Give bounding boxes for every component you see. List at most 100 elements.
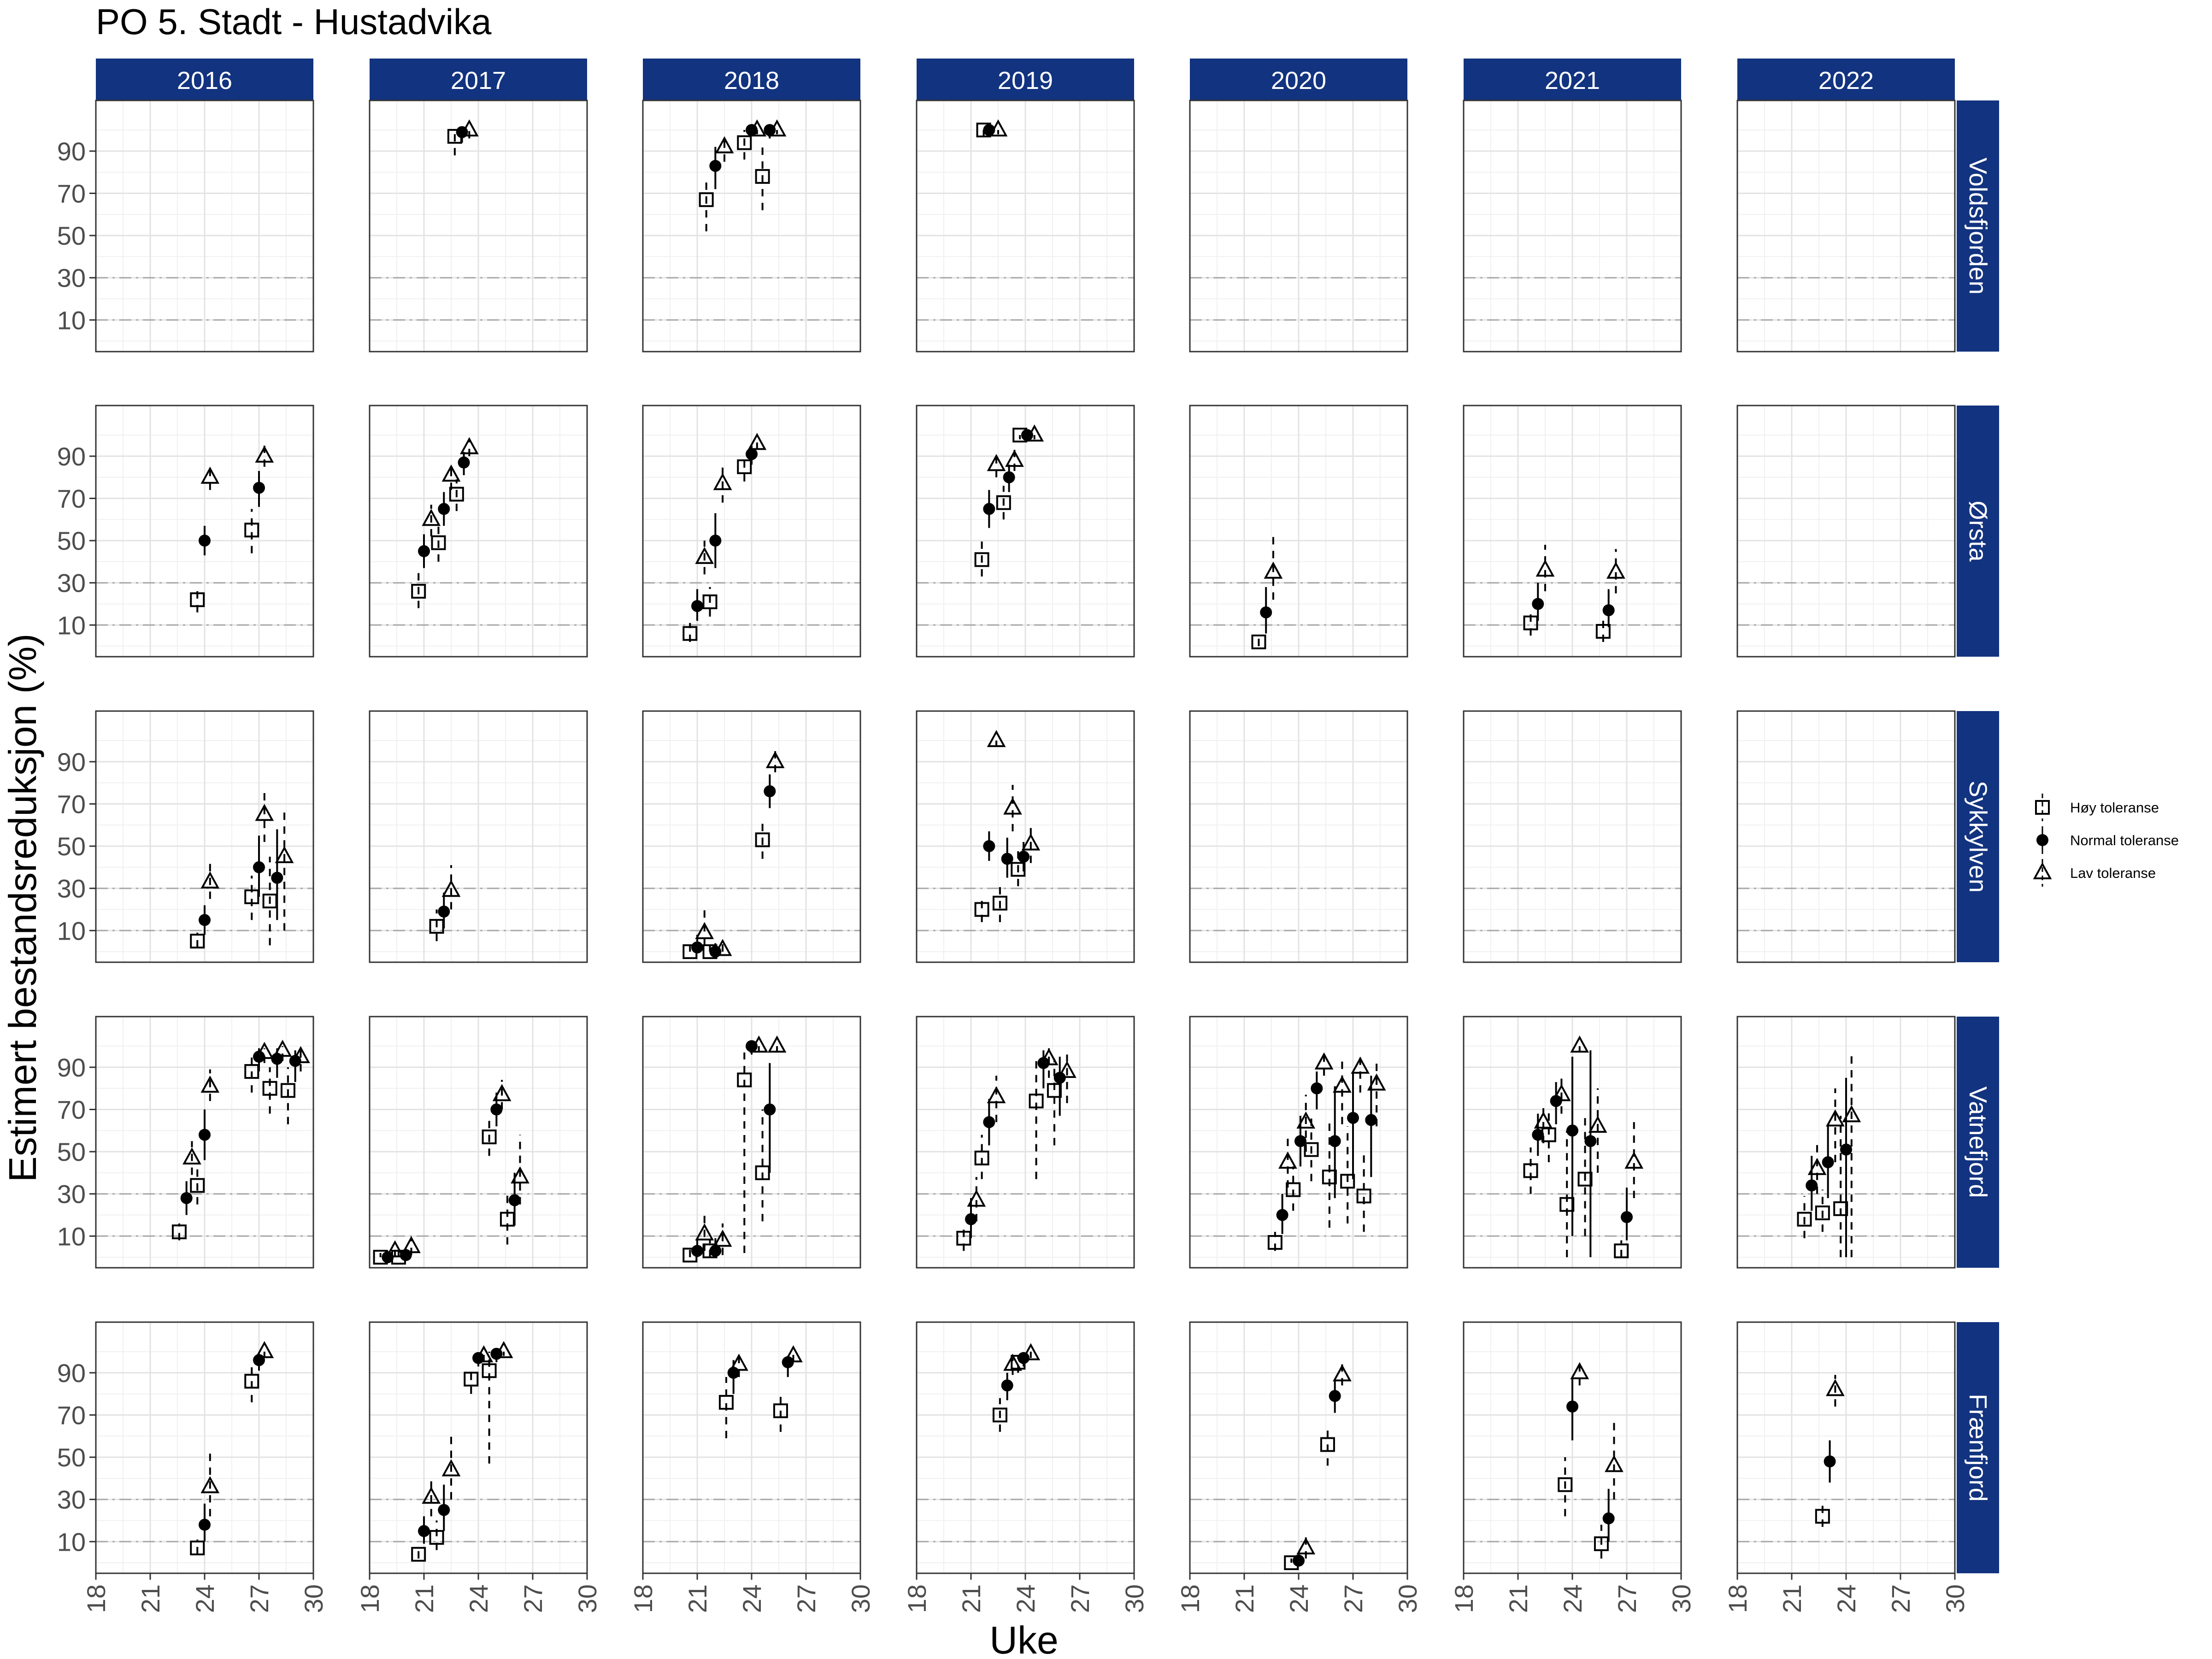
point-hoy: [244, 523, 259, 538]
x-tick-label: 27: [1065, 1584, 1094, 1613]
y-tick-label: 10: [57, 611, 86, 640]
point-hoy: [1614, 1243, 1629, 1259]
y-tick-label: 30: [57, 1485, 86, 1514]
point-normal: [199, 535, 211, 547]
point-normal: [438, 1504, 450, 1516]
panel-border: [95, 1016, 314, 1269]
point-lav: [441, 1459, 461, 1477]
point-normal: [418, 1525, 430, 1537]
point-lav: [441, 880, 461, 897]
point-lav: [1807, 1158, 1827, 1175]
x-tick-label: 27: [518, 1584, 547, 1613]
point-lav: [1570, 1035, 1589, 1053]
strip-label-2021: 2021: [1545, 67, 1600, 94]
point-normal: [1824, 1455, 1836, 1468]
point-lav: [1025, 424, 1044, 442]
x-tick-label: 18: [82, 1584, 111, 1613]
panel-4-2018: [642, 1321, 861, 1574]
point-hoy: [755, 832, 770, 847]
point-hoy: [171, 1224, 187, 1240]
point-hoy: [755, 169, 770, 184]
strip-year-2016: [96, 59, 313, 100]
point-lav: [747, 433, 767, 450]
panel-border: [95, 710, 314, 963]
point-lav: [695, 1223, 714, 1241]
point-normal: [1602, 1512, 1615, 1524]
panel-2-2022: [1736, 710, 1956, 963]
point-normal: [253, 861, 265, 873]
strip-label-site-4: Frænfjord: [1964, 1394, 1992, 1501]
x-tick-label: 18: [1176, 1584, 1205, 1613]
point-hoy: [1558, 1477, 1573, 1492]
point-normal: [1018, 851, 1030, 863]
point-hoy: [1356, 1188, 1371, 1204]
panel-0-2017: [369, 100, 588, 353]
y-tick-label: 50: [57, 526, 86, 555]
point-hoy: [1011, 862, 1026, 877]
x-tick-label: 24: [737, 1584, 766, 1613]
panel-border: [1463, 100, 1682, 353]
y-tick-label: 70: [57, 1401, 86, 1430]
point-hoy: [500, 1212, 515, 1227]
point-normal: [983, 503, 995, 515]
strip-year-2020: [1190, 59, 1407, 100]
point-hoy: [190, 592, 205, 607]
panel-border: [1463, 405, 1682, 658]
panel-border: [1736, 100, 1956, 353]
point-normal: [199, 1129, 211, 1141]
point-normal: [458, 456, 470, 469]
panel-border: [916, 100, 1135, 353]
x-tick-label: 27: [792, 1584, 821, 1613]
point-lav: [767, 1035, 787, 1053]
legend-key-lav: [2033, 862, 2052, 879]
point-normal: [400, 1249, 412, 1261]
point-lav: [1003, 1353, 1022, 1371]
panel-2-2020: [1189, 710, 1408, 963]
point-lav: [1005, 449, 1024, 467]
x-tick-label: 21: [1504, 1584, 1533, 1613]
point-hoy: [1304, 1142, 1319, 1157]
strip-site-0: [1957, 100, 1999, 352]
y-tick-label: 90: [57, 1359, 86, 1388]
panel-0-2018: [642, 100, 861, 353]
x-tick-label: 21: [957, 1584, 986, 1613]
y-tick-label: 70: [57, 790, 86, 819]
point-normal: [1311, 1082, 1323, 1094]
point-normal: [709, 159, 722, 172]
panel-4-2022: [1736, 1321, 1956, 1574]
y-tick-label: 50: [57, 832, 86, 861]
point-hoy: [1595, 624, 1611, 639]
point-normal: [1293, 1554, 1305, 1567]
point-lav: [200, 1476, 220, 1494]
point-normal: [1566, 1124, 1578, 1137]
point-lav: [1367, 1073, 1386, 1091]
strip-label-site-1: Ørsta: [1964, 500, 1992, 562]
point-hoy: [431, 535, 446, 550]
point-lav: [441, 464, 461, 482]
x-tick-label: 21: [683, 1584, 712, 1613]
strip-label-site-0: Voldsfjorden: [1964, 158, 1992, 294]
point-hoy: [1029, 1094, 1044, 1109]
point-normal: [490, 1103, 503, 1116]
panel-0-2022: [1736, 100, 1956, 353]
strip-label-2022: 2022: [1818, 67, 1874, 94]
point-hoy: [1523, 1163, 1538, 1178]
panel-1-2020: [1189, 405, 1408, 658]
point-lav: [729, 1353, 748, 1371]
point-hoy: [1541, 1127, 1556, 1142]
point-normal: [271, 871, 283, 884]
panel-3-2017: [369, 1016, 588, 1269]
strip-label-2020: 2020: [1271, 67, 1326, 94]
point-hoy: [190, 1178, 205, 1193]
point-hoy: [1251, 634, 1266, 649]
point-normal: [691, 941, 703, 953]
point-hoy: [1559, 1197, 1575, 1212]
x-tick-label: 18: [355, 1584, 384, 1613]
point-lav: [474, 1345, 494, 1363]
point-lav: [494, 1341, 513, 1359]
point-lav: [1058, 1060, 1077, 1078]
panel-1-2018: [642, 405, 861, 658]
point-hoy: [244, 1374, 259, 1389]
point-hoy: [699, 192, 714, 207]
point-hoy: [1320, 1437, 1335, 1452]
